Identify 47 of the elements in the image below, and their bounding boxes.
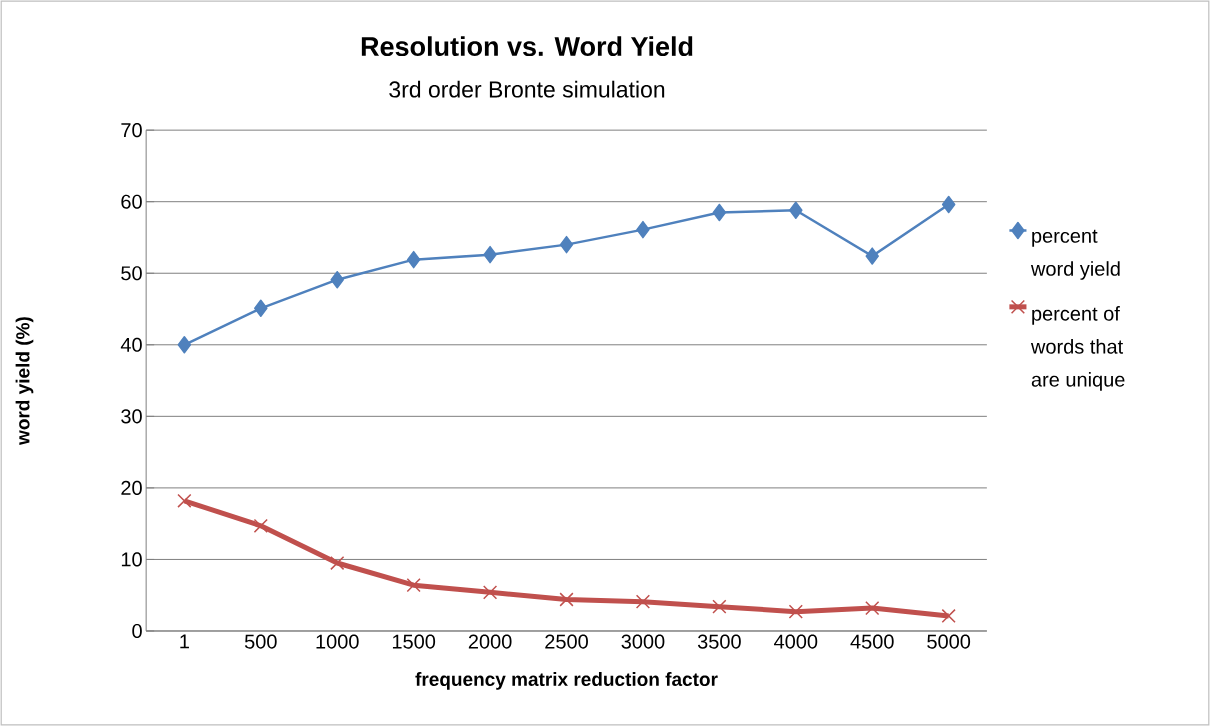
point	[406, 250, 421, 269]
point	[406, 578, 421, 593]
point	[254, 299, 268, 317]
point	[330, 270, 344, 289]
y-tick-label: 0	[132, 623, 142, 638]
y-tick-label: 20	[121, 480, 142, 495]
point	[253, 518, 268, 533]
x-tick-label: 5000	[927, 634, 971, 649]
x-tick-label: 4000	[774, 634, 818, 649]
x-tick-label: 500	[244, 634, 277, 649]
x-tick-label: 3500	[697, 634, 741, 649]
x-tick-label: 2500	[545, 634, 588, 649]
legend-label: percent of words that are unique	[1030, 306, 1125, 391]
y-axis-title: word yield (%)	[15, 317, 34, 445]
legend-label: percent word yield	[1030, 229, 1120, 280]
point	[559, 235, 574, 254]
point	[789, 201, 803, 219]
y-tick-label: 60	[121, 194, 142, 209]
point	[865, 600, 880, 616]
y-tick-label: 10	[121, 552, 142, 567]
point	[483, 245, 497, 264]
point	[635, 594, 651, 609]
y-tick-label: 50	[121, 266, 142, 281]
y-tick-label: 40	[120, 337, 142, 352]
point	[941, 195, 956, 214]
point	[559, 592, 574, 607]
point	[177, 493, 192, 508]
chart-title: Resolution vs. Word Yield	[361, 36, 693, 57]
x-tick-label: 2000	[468, 634, 512, 649]
chart-subtitle: 3rd order Bronte simulation	[389, 80, 665, 98]
point	[788, 604, 803, 619]
x-tick-label: 4500	[850, 634, 894, 649]
point	[636, 220, 650, 239]
x-tick-label: 3000	[621, 634, 665, 649]
x-tick-label: 1000	[316, 634, 359, 649]
point	[330, 555, 345, 571]
x-tick-label: 1500	[392, 634, 436, 649]
y-tick-label: 30	[121, 409, 142, 424]
x-axis-title: frequency matrix reduction factor	[415, 672, 718, 690]
point	[712, 599, 727, 614]
y-tick-label: 70	[121, 123, 142, 138]
point	[712, 203, 727, 222]
point	[941, 608, 956, 623]
x-tick-label: 1	[180, 634, 189, 649]
point	[482, 585, 498, 600]
point	[177, 335, 192, 354]
point	[865, 247, 879, 265]
